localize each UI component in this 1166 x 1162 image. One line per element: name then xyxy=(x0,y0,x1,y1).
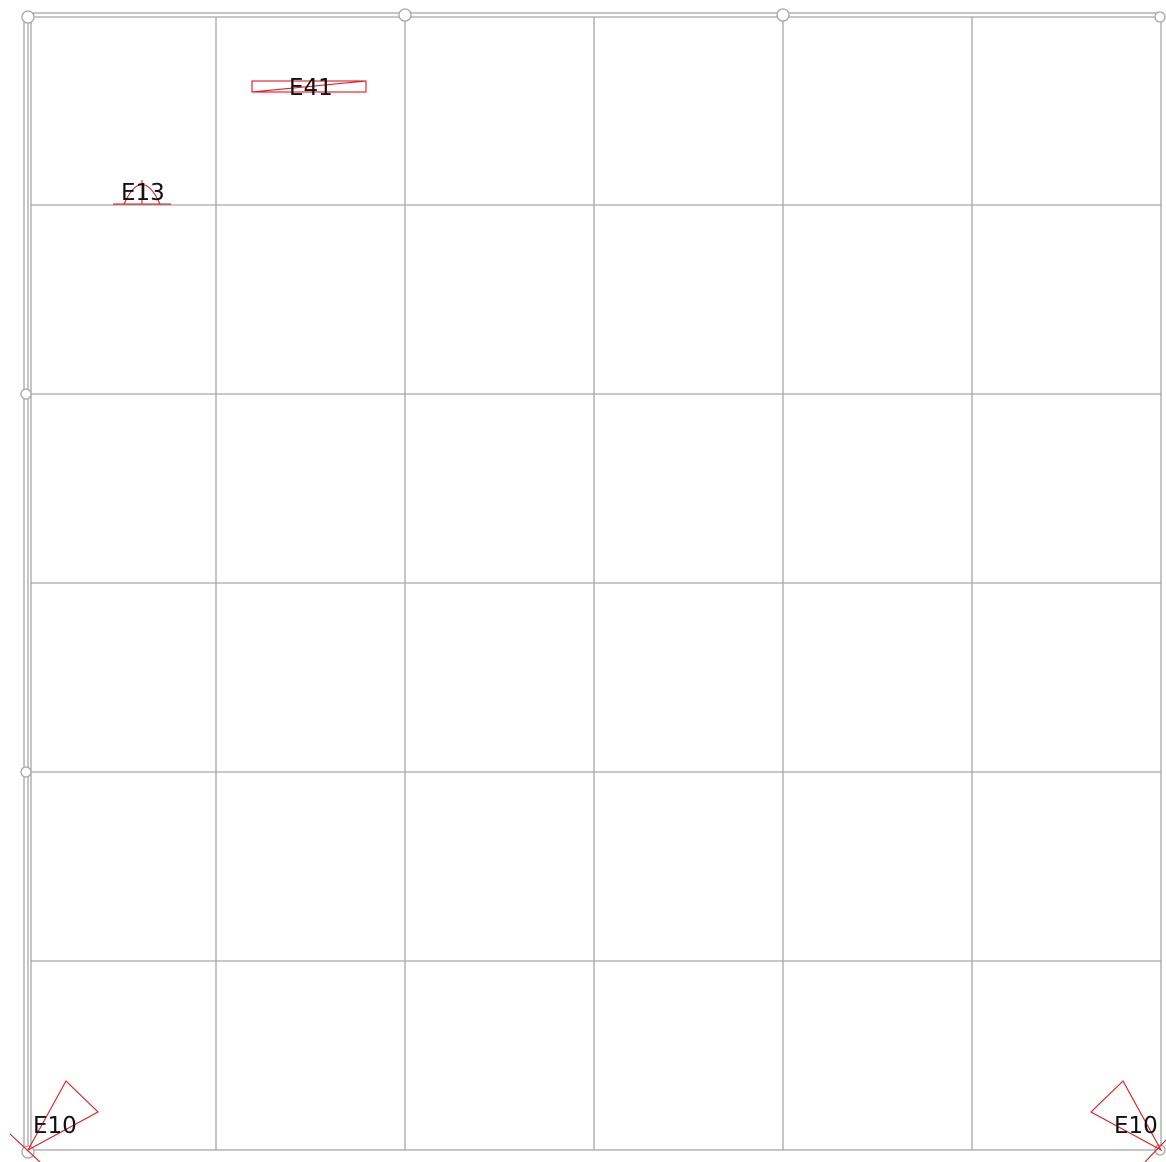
fixture-e10-left[interactable]: E10 xyxy=(9,1080,99,1162)
outer-wall xyxy=(23,12,1162,1151)
joint-marker xyxy=(20,766,32,778)
fixture-label: E10 xyxy=(33,1113,77,1139)
outer-wall-outer-line xyxy=(23,12,1162,1151)
joint-marker xyxy=(776,8,790,22)
fixture-e10-right[interactable]: E10 xyxy=(1090,1080,1166,1162)
fixture-e41-outline xyxy=(251,80,367,93)
joint-marker xyxy=(398,8,412,22)
fixture-e41-diagonal xyxy=(251,80,367,93)
joint-marker xyxy=(21,10,35,24)
grid xyxy=(31,17,1161,1150)
fixture-e41[interactable]: E41 xyxy=(251,75,367,101)
joint-marker xyxy=(20,388,32,400)
fixture-e13[interactable]: E13 xyxy=(113,180,171,206)
fixture-e10-left-wedge xyxy=(26,1080,99,1152)
fixture-e10-right-cross xyxy=(1144,1139,1166,1162)
fixture-e10-left-cross xyxy=(9,1133,41,1162)
fixture-e10-right-wedge xyxy=(1090,1080,1163,1152)
fixture-label: E13 xyxy=(121,180,165,206)
wall-joints xyxy=(20,8,1166,1159)
fixture-label: E10 xyxy=(1114,1113,1158,1139)
joint-marker xyxy=(1154,11,1166,23)
fixture-label: E41 xyxy=(289,75,333,101)
joint-marker xyxy=(21,1145,35,1159)
